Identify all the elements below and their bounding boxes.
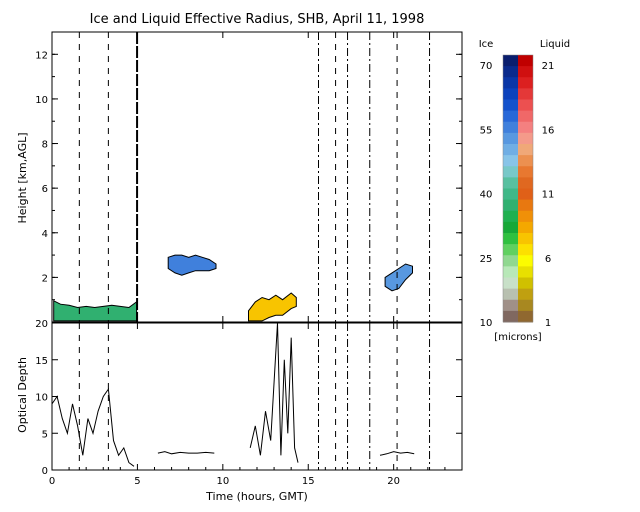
bottom-plot-frame	[51, 322, 463, 471]
colorbar-liquid-cell	[518, 121, 533, 134]
y-tick-label: 10	[35, 393, 48, 404]
colorbar-liquid-cell	[518, 188, 533, 201]
x-tick-label: 5	[134, 476, 140, 487]
colorbar-liquid-cell	[518, 166, 533, 178]
bottom-y-axis-label: Optical Depth	[16, 357, 29, 433]
colorbar-ice-cell	[503, 221, 518, 234]
colorbar-ice-cell	[503, 55, 518, 67]
colorbar-ice-cell	[503, 199, 518, 212]
colorbar-ice-cell	[503, 77, 518, 89]
cloud-feature-ice-2	[167, 254, 217, 276]
colorbar-liquid-cell	[518, 177, 533, 189]
colorbar-ice-tick: 70	[480, 61, 493, 72]
colorbar-ice-cell	[503, 144, 518, 156]
colorbar: 70 55 40 25 10 21 16 11 6 1	[480, 54, 555, 329]
colorbar-liquid-cell	[518, 55, 533, 67]
y-tick-label: 2	[42, 273, 48, 284]
colorbar-ice-cell	[503, 288, 518, 301]
colorbar-ice-cell	[503, 310, 518, 323]
colorbar-ice-cell	[503, 166, 518, 178]
colorbar-liquid-cell	[518, 77, 533, 89]
colorbar-ice-cell	[503, 210, 518, 223]
colorbar-liquid-cell	[518, 99, 533, 112]
optical-depth-line-4	[379, 451, 415, 456]
colorbar-liquid-cell	[518, 277, 533, 290]
colorbar-ice-cell	[503, 177, 518, 189]
colorbar-ice-cell	[503, 99, 518, 112]
y-tick-label: 4	[42, 229, 48, 240]
y-tick-label: 8	[42, 140, 48, 151]
x-tick-label: 10	[216, 476, 229, 487]
x-tick-label: 20	[387, 476, 400, 487]
colorbar-liquid-label: Liquid	[540, 39, 570, 50]
colorbar-ice-cell	[503, 233, 518, 245]
colorbar-liquid-cell	[518, 255, 533, 267]
colorbar-liquid-tick: 21	[542, 61, 555, 72]
y-tick-label: 15	[35, 356, 48, 367]
colorbar-liquid-cell	[518, 233, 533, 245]
colorbar-ice-tick: 40	[480, 190, 493, 201]
colorbar-liquid-cell	[518, 299, 533, 312]
y-tick-label: 6	[42, 184, 48, 195]
colorbar-ice-cell	[503, 110, 518, 123]
effective-radius-panel: 2 4 6 8 10 12	[35, 31, 463, 323]
y-tick-label: 20	[35, 319, 48, 330]
colorbar-liquid-cell	[518, 110, 533, 123]
top-plot-frame	[51, 31, 463, 323]
optical-depth-line-3	[249, 322, 299, 463]
colorbar-liquid-cell	[518, 155, 533, 167]
colorbar-ice-label: Ice	[479, 39, 494, 50]
x-tick-label: 15	[302, 476, 315, 487]
y-tick-label: 0	[42, 466, 48, 477]
colorbar-ice-tick: 55	[480, 125, 493, 136]
colorbar-ice-cell	[503, 299, 518, 312]
colorbar-ice-cell	[503, 155, 518, 167]
colorbar-liquid-cell	[518, 66, 533, 78]
colorbar-liquid-tick: 16	[542, 125, 555, 136]
chart-title: Ice and Liquid Effective Radius, SHB, Ap…	[90, 12, 425, 27]
colorbar-ice-cell	[503, 255, 518, 267]
colorbar-ice-cell	[503, 277, 518, 290]
cloud-feature-liquid-3	[248, 292, 297, 322]
optical-depth-line-2	[157, 451, 215, 455]
colorbar-liquid-cell	[518, 244, 533, 256]
colorbar-liquid-cell	[518, 210, 533, 223]
colorbar-liquid-cell	[518, 221, 533, 234]
optical-depth-panel: 0 5 10 15 20 0 5 10 15 20	[35, 319, 463, 487]
colorbar-liquid-tick: 1	[545, 318, 551, 329]
colorbar-ice-tick: 10	[480, 318, 493, 329]
colorbar-liquid-cell	[518, 288, 533, 301]
colorbar-ice-cell	[503, 188, 518, 201]
colorbar-ice-tick: 25	[480, 254, 493, 265]
colorbar-ice-cell	[503, 88, 518, 100]
colorbar-liquid-tick: 11	[542, 190, 555, 201]
x-axis-label: Time (hours, GMT)	[205, 490, 308, 503]
y-tick-label: 10	[35, 95, 48, 106]
colorbar-ice-cell	[503, 132, 518, 145]
cloud-feature-ice-1	[53, 299, 138, 322]
colorbar-liquid-cell	[518, 132, 533, 145]
colorbar-ice-cell	[503, 244, 518, 256]
colorbar-units: [microns]	[494, 332, 541, 343]
colorbar-liquid-cell	[518, 310, 533, 323]
cloud-feature-ice-4	[384, 263, 413, 292]
colorbar-liquid-tick: 6	[545, 254, 551, 265]
x-tick-label: 0	[49, 476, 55, 487]
y-tick-label: 12	[35, 50, 48, 61]
colorbar-frame	[502, 54, 534, 323]
y-tick-label: 5	[42, 429, 48, 440]
colorbar-ice-cell	[503, 266, 518, 278]
optical-depth-line-1	[51, 387, 135, 467]
colorbar-liquid-cell	[518, 88, 533, 100]
colorbar-liquid-cell	[518, 266, 533, 278]
colorbar-ice-cell	[503, 66, 518, 78]
top-y-axis-label: Height [km,AGL]	[16, 132, 29, 223]
colorbar-liquid-cell	[518, 144, 533, 156]
colorbar-liquid-cell	[518, 199, 533, 212]
colorbar-ice-cell	[503, 121, 518, 134]
